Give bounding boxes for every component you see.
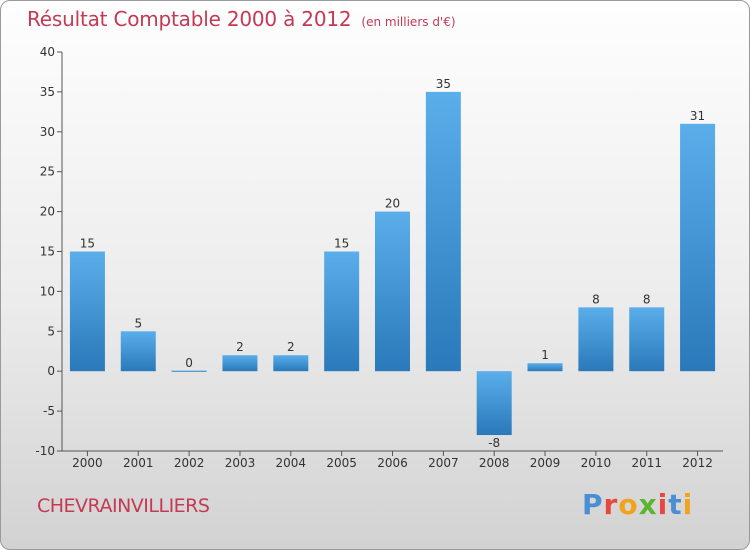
data-label: 20 — [385, 197, 400, 211]
logo-letter: P — [582, 488, 604, 521]
data-label: 1 — [541, 348, 549, 362]
data-label: 15 — [334, 237, 349, 251]
bar-2005 — [324, 251, 360, 372]
town-name: CHEVRAINVILLIERS — [37, 495, 210, 517]
logo-letter: o — [618, 488, 639, 521]
bar-2001 — [120, 331, 156, 372]
logo-letter: x — [638, 488, 658, 521]
data-label: 15 — [80, 237, 95, 251]
data-label: 2 — [236, 340, 244, 354]
title-text: Résultat Comptable 2000 à 2012 — [27, 7, 352, 31]
x-tick-label: 2006 — [377, 456, 408, 470]
x-tick-label: 2004 — [276, 456, 307, 470]
bar-2008 — [476, 371, 512, 436]
y-tick-label: 20 — [40, 205, 55, 219]
x-tick-label: 2000 — [72, 456, 103, 470]
y-tick-label: 5 — [47, 324, 55, 338]
x-tick-label: 2001 — [123, 456, 154, 470]
data-label: 35 — [436, 77, 451, 91]
bar-2010 — [578, 307, 614, 372]
x-tick-label: 2002 — [174, 456, 205, 470]
x-tick-label: 2003 — [225, 456, 256, 470]
data-label: 31 — [690, 109, 705, 123]
y-tick-label: 15 — [40, 245, 55, 259]
x-tick-label: 2005 — [326, 456, 357, 470]
logo-letter: i — [682, 488, 694, 521]
logo-letter: r — [603, 488, 619, 521]
bar-2002 — [171, 370, 207, 372]
y-tick-label: -5 — [43, 404, 55, 418]
x-tick-label: 2011 — [631, 456, 662, 470]
x-tick-label: 2010 — [581, 456, 612, 470]
y-tick-label: -10 — [35, 444, 55, 458]
x-tick-label: 2008 — [479, 456, 510, 470]
bar-2007 — [425, 91, 461, 372]
logo-letter: i — [657, 488, 669, 521]
bar-2004 — [273, 355, 309, 372]
y-tick-label: 10 — [40, 284, 55, 298]
data-label: -8 — [488, 436, 500, 450]
x-tick-label: 2012 — [682, 456, 713, 470]
bar-2012 — [680, 123, 716, 372]
data-label: 8 — [592, 292, 600, 306]
y-tick-label: 35 — [40, 85, 55, 99]
data-label: 0 — [185, 356, 193, 370]
y-tick-label: 30 — [40, 125, 55, 139]
data-label: 8 — [643, 292, 651, 306]
bar-2006 — [375, 211, 410, 372]
data-label: 5 — [134, 316, 142, 330]
chart-subtitle: (en milliers d'€) — [361, 15, 456, 29]
bar-2000 — [69, 251, 105, 372]
x-tick-label: 2009 — [530, 456, 561, 470]
data-label: 2 — [287, 340, 295, 354]
y-tick-label: 0 — [47, 364, 55, 378]
y-tick-label: 25 — [40, 165, 55, 179]
x-tick-label: 2007 — [428, 456, 459, 470]
bar-2003 — [222, 355, 258, 372]
y-tick-label: 40 — [40, 45, 55, 59]
proxiti-logo: Proxiti — [582, 488, 693, 521]
bar-2009 — [527, 363, 563, 372]
chart-title: Résultat Comptable 2000 à 2012 (en millie… — [27, 7, 456, 31]
logo-letter: t — [668, 488, 683, 521]
bar-2011 — [629, 307, 665, 372]
